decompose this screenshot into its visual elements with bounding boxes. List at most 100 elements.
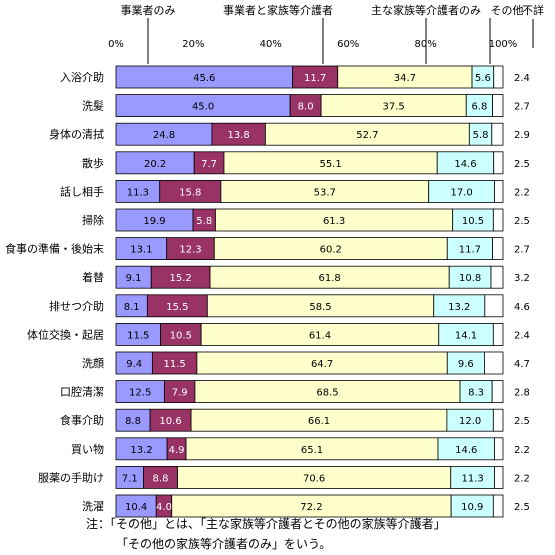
data-label: 5.8 [196, 216, 212, 227]
footnote-line-1: 注：「その他」とは、「主な家族等介護者とその他の家族等介護者」 [86, 517, 446, 531]
x-tick-label: 100% [489, 39, 518, 50]
bar-segment-unreported [494, 437, 504, 461]
category-label: 洗顔 [82, 356, 104, 370]
bar-segment-unreported [492, 494, 504, 518]
data-label: 10.5 [462, 216, 484, 227]
data-label: 7.9 [172, 388, 188, 399]
data-label: 12.3 [179, 245, 201, 256]
data-label: 10.6 [159, 416, 181, 427]
bar-segment-unreported [494, 179, 504, 203]
bar-segment-unreported [492, 208, 504, 232]
category-label: 服薬の手助け [38, 470, 104, 484]
data-label: 11.5 [127, 330, 149, 341]
data-label: 15.2 [169, 273, 191, 284]
unreported-value: 2.5 [514, 216, 530, 227]
data-label: 10.4 [125, 502, 147, 513]
data-label: 53.7 [314, 187, 336, 198]
data-label: 6.8 [471, 102, 487, 113]
data-label: 20.2 [144, 159, 166, 170]
unreported-value: 2.2 [514, 445, 530, 456]
data-label: 61.8 [318, 273, 340, 284]
unreported-value: 4.6 [514, 302, 530, 313]
category-label: 排せつ介助 [49, 299, 104, 313]
data-label: 12.0 [459, 416, 481, 427]
unreported-header: 不詳 [522, 3, 544, 17]
data-label: 65.1 [301, 445, 323, 456]
footnote-line-2: 「その他の家族等介護者のみ」をいう。 [116, 537, 332, 551]
data-label: 19.9 [143, 216, 165, 227]
data-label: 14.6 [455, 445, 477, 456]
category-label: 入浴介助 [60, 70, 104, 84]
unreported-value: 2.5 [514, 159, 530, 170]
data-label: 64.7 [311, 359, 333, 370]
unreported-value: 2.7 [514, 102, 530, 113]
unreported-value: 2.4 [514, 73, 530, 84]
x-tick-label: 40% [260, 39, 282, 50]
data-label: 66.1 [308, 416, 330, 427]
unreported-value: 4.7 [514, 359, 530, 370]
data-label: 24.8 [153, 130, 175, 141]
data-label: 45.0 [192, 102, 214, 113]
data-label: 10.8 [459, 273, 481, 284]
category-label: 買い物 [71, 442, 104, 456]
data-label: 11.3 [127, 187, 149, 198]
category-label: 洗濯 [82, 500, 104, 513]
data-label: 12.5 [129, 388, 151, 399]
data-label: 10.5 [170, 330, 192, 341]
data-label: 8.3 [468, 388, 484, 399]
data-label: 8.1 [124, 302, 140, 313]
bar-segment-unreported [494, 465, 504, 489]
data-label: 61.3 [323, 216, 345, 227]
data-label: 37.5 [383, 102, 405, 113]
x-tick-label: 60% [337, 39, 359, 50]
data-label: 14.1 [455, 330, 477, 341]
unreported-value: 3.2 [514, 273, 530, 284]
legend-label: 事業者と家族等介護者 [223, 3, 333, 17]
data-label: 15.8 [179, 187, 201, 198]
data-label: 13.8 [228, 130, 250, 141]
bar-segment-unreported [492, 94, 504, 117]
data-label: 11.3 [461, 473, 483, 484]
data-label: 4.9 [169, 445, 185, 456]
bar-segment-unreported [493, 65, 504, 89]
data-label: 8.0 [298, 102, 314, 113]
data-label: 13.2 [130, 445, 152, 456]
legend-label: 事業者のみ [121, 4, 176, 17]
data-label: 55.1 [319, 159, 341, 170]
data-label: 11.7 [459, 245, 481, 256]
data-label: 9.6 [458, 359, 474, 370]
legend-label: 主な家族等介護者のみ [371, 3, 481, 17]
data-label: 34.7 [394, 73, 416, 84]
data-label: 61.4 [309, 330, 331, 341]
bar-segment-unreported [492, 237, 504, 261]
legend-label: その他 [491, 4, 524, 17]
data-label: 72.2 [300, 502, 322, 513]
data-label: 68.5 [316, 388, 338, 399]
unreported-value: 2.9 [514, 130, 530, 141]
bar-segment-unreported [484, 294, 504, 318]
data-label: 9.4 [126, 359, 142, 370]
data-label: 45.6 [193, 73, 215, 84]
category-label: 話し相手 [60, 184, 104, 198]
x-tick-label: 0% [108, 39, 124, 50]
data-label: 60.2 [320, 245, 342, 256]
unreported-value: 2.7 [514, 245, 530, 256]
category-label: 散歩 [82, 156, 104, 170]
bar-segment-unreported [491, 380, 504, 404]
data-label: 8.8 [125, 416, 141, 427]
data-label: 8.8 [153, 473, 169, 484]
bar-segment-unreported [490, 265, 504, 289]
category-label: 身体の清拭 [49, 127, 104, 141]
unreported-value: 2.2 [514, 473, 530, 484]
data-label: 5.8 [473, 130, 489, 141]
unreported-value: 2.5 [514, 502, 530, 513]
category-label: 食事介助 [60, 413, 104, 427]
data-label: 17.0 [450, 187, 472, 198]
bar-segment-unreported [492, 408, 504, 432]
data-label: 7.7 [201, 159, 217, 170]
data-label: 13.2 [448, 302, 470, 313]
category-label: 洗髪 [82, 99, 104, 113]
data-label: 13.1 [130, 245, 152, 256]
category-label: 着替 [82, 270, 104, 284]
